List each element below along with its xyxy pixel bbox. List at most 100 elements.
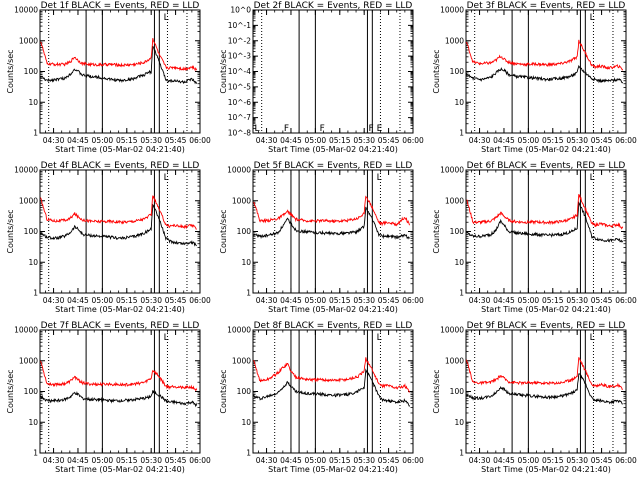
y-tick-label: 10^-8 bbox=[228, 129, 252, 138]
y-tick-label: 10 bbox=[454, 258, 464, 267]
x-tick-label: 05:00 bbox=[305, 456, 327, 465]
x-tick-label: 05:45 bbox=[165, 296, 187, 305]
panel-4: Det 4f BLACK = Events, RED = LLD 1 10 100 10… bbox=[6, 161, 211, 314]
x-axis-label: Start Time (05-Mar-02 04:21:40) bbox=[481, 465, 611, 474]
y-axis-label: Counts/sec bbox=[6, 209, 15, 253]
y-tick-label: 10 bbox=[241, 258, 251, 267]
flag-label: L bbox=[590, 333, 595, 343]
events-series-line bbox=[466, 373, 623, 405]
x-tick-label: 04:45 bbox=[280, 456, 302, 465]
events-series-line bbox=[466, 201, 624, 243]
x-tick-label: 05:30 bbox=[566, 296, 588, 305]
x-tick-label: 05:15 bbox=[329, 456, 351, 465]
x-tick-label: 05:30 bbox=[353, 296, 375, 305]
y-tick-label: 10 bbox=[454, 418, 464, 427]
events-series-line bbox=[40, 390, 198, 408]
plot-frame bbox=[39, 9, 201, 134]
x-tick-label: 04:45 bbox=[67, 136, 89, 145]
x-tick-label: 05:15 bbox=[116, 296, 138, 305]
x-tick-label: 06:00 bbox=[615, 456, 637, 465]
flag-label: L bbox=[164, 173, 169, 183]
x-axis-label: Start Time (05-Mar-02 04:21:40) bbox=[268, 305, 398, 314]
y-tick-label: 10 bbox=[241, 418, 251, 427]
lld-series-line bbox=[466, 357, 623, 391]
y-tick-label: 10000 bbox=[440, 166, 464, 175]
y-tick-label: 1 bbox=[246, 449, 251, 458]
lld-series-line bbox=[253, 195, 411, 227]
y-tick-label: 100 bbox=[237, 387, 252, 396]
x-tick-label: 05:30 bbox=[566, 456, 588, 465]
y-tick-label: 1000 bbox=[19, 356, 38, 365]
plot-frame bbox=[465, 329, 627, 454]
y-tick-label: 1 bbox=[246, 289, 251, 298]
panel-title: Det 5f BLACK = Events, RED = LLD bbox=[254, 161, 413, 171]
x-tick-label: 04:30 bbox=[469, 136, 491, 145]
y-tick-label: 1 bbox=[459, 449, 464, 458]
panel-title: Det 7f BLACK = Events, RED = LLD bbox=[41, 321, 200, 331]
x-tick-label: 05:45 bbox=[591, 456, 613, 465]
x-tick-label: 05:00 bbox=[305, 136, 327, 145]
lld-series-line bbox=[40, 360, 198, 392]
x-axis-label: Start Time (05-Mar-02 04:21:40) bbox=[55, 145, 185, 154]
lld-series-line bbox=[40, 195, 197, 230]
x-tick-label: 06:00 bbox=[189, 456, 211, 465]
x-tick-label: 05:30 bbox=[140, 456, 162, 465]
flag-label: L bbox=[255, 124, 260, 134]
y-tick-label: 10000 bbox=[227, 326, 251, 335]
y-tick-label: 100 bbox=[24, 227, 39, 236]
y-tick-label: 1 bbox=[33, 129, 38, 138]
x-tick-label: 05:15 bbox=[542, 296, 564, 305]
x-tick-label: 04:30 bbox=[256, 136, 278, 145]
panel-6: Det 6f BLACK = Events, RED = LLD 1 10 100 10… bbox=[432, 161, 637, 314]
y-tick-label: 10 bbox=[454, 98, 464, 107]
y-axis-label: Counts/sec bbox=[6, 49, 15, 93]
y-tick-label: 10^-1 bbox=[228, 21, 252, 30]
panel-title: Det 4f BLACK = Events, RED = LLD bbox=[41, 161, 200, 171]
panel-1: Det 1f BLACK = Events, RED = LLD 1 10 100 10… bbox=[6, 1, 211, 154]
y-tick-label: 10^-5 bbox=[228, 82, 252, 91]
y-tick-label: 100 bbox=[450, 227, 465, 236]
x-tick-label: 05:00 bbox=[518, 136, 540, 145]
y-tick-label: 10000 bbox=[440, 326, 464, 335]
x-tick-label: 05:15 bbox=[116, 136, 138, 145]
plot-frame bbox=[465, 9, 627, 134]
y-tick-label: 10000 bbox=[14, 326, 38, 335]
y-tick-label: 1000 bbox=[445, 356, 464, 365]
x-tick-label: 05:30 bbox=[566, 136, 588, 145]
x-tick-label: 05:30 bbox=[353, 136, 375, 145]
plot-frame bbox=[39, 329, 201, 454]
x-tick-label: 06:00 bbox=[615, 136, 637, 145]
events-series-line bbox=[40, 203, 197, 247]
panel-9: Det 9f BLACK = Events, RED = LLD 1 10 100 10… bbox=[432, 321, 637, 474]
y-tick-label: 1 bbox=[459, 129, 464, 138]
panel-5: Det 5f BLACK = Events, RED = LLD 1 10 100 10… bbox=[219, 161, 424, 314]
panel-8: Det 8f BLACK = Events, RED = LLD 1 10 100 10… bbox=[219, 321, 424, 474]
y-tick-label: 1 bbox=[33, 449, 38, 458]
plot-frame bbox=[465, 169, 627, 294]
panel-title: Det 8f BLACK = Events, RED = LLD bbox=[254, 321, 413, 331]
x-tick-label: 05:45 bbox=[165, 136, 187, 145]
x-tick-label: 05:00 bbox=[518, 296, 540, 305]
x-tick-label: 05:15 bbox=[116, 456, 138, 465]
x-tick-label: 04:30 bbox=[469, 456, 491, 465]
y-tick-label: 100 bbox=[450, 67, 465, 76]
y-tick-label: 1000 bbox=[445, 36, 464, 45]
lld-series-line bbox=[466, 193, 624, 230]
flag-label: L bbox=[590, 13, 595, 23]
plot-frame bbox=[39, 169, 201, 294]
flag-label: F bbox=[320, 124, 325, 134]
x-tick-label: 04:30 bbox=[256, 456, 278, 465]
x-axis-label: Start Time (05-Mar-02 04:21:40) bbox=[55, 305, 185, 314]
y-tick-label: 1000 bbox=[232, 196, 251, 205]
x-tick-label: 05:00 bbox=[518, 456, 540, 465]
y-axis-label: Counts/sec bbox=[432, 369, 441, 413]
x-tick-label: 05:45 bbox=[378, 456, 400, 465]
y-tick-label: 10 bbox=[28, 98, 38, 107]
y-axis-label: Counts/sec bbox=[6, 369, 15, 413]
x-tick-label: 05:00 bbox=[92, 296, 114, 305]
plot-frame bbox=[252, 329, 414, 454]
y-tick-label: 1000 bbox=[232, 356, 251, 365]
flag-label: E bbox=[377, 124, 383, 134]
flag-label: L bbox=[164, 13, 169, 23]
flag-label: F bbox=[368, 124, 373, 134]
